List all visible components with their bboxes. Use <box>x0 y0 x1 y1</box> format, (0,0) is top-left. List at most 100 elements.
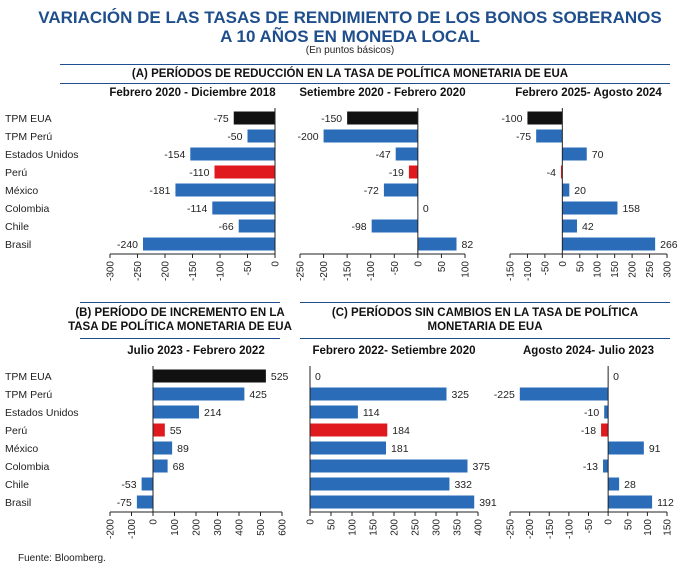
data-label: 325 <box>452 389 470 401</box>
x-tick-label: 350 <box>453 519 464 536</box>
bar <box>608 477 620 491</box>
panel-title-6: Agosto 2024- Julio 2023 <box>523 345 654 357</box>
x-tick-label: 400 <box>474 519 485 536</box>
x-tick-label: 0 <box>413 261 424 267</box>
data-label: 55 <box>170 425 182 437</box>
panel-title-2: Setiembre 2020 - Febrero 2020 <box>299 87 465 99</box>
x-tick-label: -100 <box>564 519 575 539</box>
x-tick-label: -200 <box>161 261 172 281</box>
bar <box>408 165 418 179</box>
section-a-title: (A) PERÍODOS DE REDUCCIÓN EN LA TASA DE … <box>131 68 569 80</box>
data-label: -4 <box>547 167 556 179</box>
bar <box>238 219 275 233</box>
data-label: 89 <box>177 443 189 455</box>
data-label: -114 <box>187 203 207 215</box>
section-a-rule-top <box>60 64 670 65</box>
data-label: -150 <box>321 113 342 125</box>
source-note: Fuente: Bloomberg. <box>18 553 106 564</box>
x-tick-label: -250 <box>506 519 517 539</box>
x-tick-label: 600 <box>278 519 289 536</box>
data-label: 525 <box>271 371 289 383</box>
data-label: -50 <box>227 131 242 143</box>
data-label: 0 <box>613 371 619 383</box>
x-tick-label: 50 <box>327 519 338 531</box>
x-tick-label: 200 <box>192 519 203 536</box>
x-tick-label: 0 <box>271 261 282 267</box>
category-label: TPM Perú <box>5 131 52 143</box>
bar <box>310 423 388 437</box>
category-label: Perú <box>5 425 27 437</box>
bar <box>562 237 656 251</box>
data-label: -200 <box>298 131 319 143</box>
data-label: -181 <box>149 185 170 197</box>
data-label: 112 <box>657 497 674 509</box>
bar <box>153 387 245 401</box>
x-tick-label: -200 <box>319 261 330 281</box>
bar <box>310 405 358 419</box>
x-tick-label: -150 <box>343 261 354 281</box>
bar <box>608 495 653 509</box>
x-tick-label: 100 <box>348 519 359 536</box>
x-tick-label: -100 <box>523 261 534 281</box>
data-label: 68 <box>173 461 185 473</box>
x-tick-label: -50 <box>390 261 401 276</box>
data-label: -98 <box>351 221 366 233</box>
x-tick-label: -250 <box>133 261 144 281</box>
category-label: México <box>5 443 38 455</box>
category-label: Estados Unidos <box>5 149 79 161</box>
bar <box>604 405 609 419</box>
x-tick-label: 400 <box>235 519 246 536</box>
panel-title-5: Febrero 2022- Setiembre 2020 <box>312 345 475 357</box>
x-tick-label: 300 <box>213 519 224 536</box>
x-tick-label: 200 <box>628 261 639 278</box>
bar <box>310 387 447 401</box>
x-tick-label: 150 <box>610 261 621 278</box>
section-b-rule-bottom <box>80 338 280 339</box>
data-label: 114 <box>363 407 380 419</box>
section-c-title-line1: (C) PERÍODOS SIN CAMBIOS EN LA TASA DE P… <box>331 307 639 319</box>
data-label: 214 <box>204 407 222 419</box>
data-label: -53 <box>121 479 136 491</box>
bar <box>383 183 418 197</box>
x-tick-label: -250 <box>296 261 307 281</box>
bar <box>153 459 168 473</box>
category-label: Chile <box>5 221 29 233</box>
bar <box>153 441 173 455</box>
bar <box>141 477 153 491</box>
data-label: -18 <box>581 425 596 437</box>
bar <box>371 219 418 233</box>
x-tick-label: 300 <box>432 519 443 536</box>
x-tick-label: -300 <box>106 261 117 281</box>
x-tick-label: -200 <box>525 519 536 539</box>
section-c-rule-top <box>300 302 670 303</box>
data-label: 0 <box>423 203 429 215</box>
category-label: Colombia <box>5 203 50 215</box>
bar <box>310 495 475 509</box>
x-tick-label: 50 <box>623 519 634 531</box>
data-label: 82 <box>462 239 474 251</box>
bar <box>519 387 609 401</box>
chart-subtitle: (En puntos básicos) <box>305 45 395 56</box>
bar <box>323 129 418 143</box>
data-label: 391 <box>479 497 497 509</box>
x-tick-label: 50 <box>575 261 586 273</box>
bar <box>562 219 577 233</box>
x-tick-label: -150 <box>506 261 517 281</box>
category-label: Perú <box>5 167 27 179</box>
bar <box>560 165 563 179</box>
section-c-title-line2: MONETARIA DE EUA <box>427 321 543 333</box>
bar <box>214 165 275 179</box>
x-tick-label: 250 <box>411 519 422 536</box>
data-label: -225 <box>494 389 515 401</box>
section-b-rule-top <box>80 302 280 303</box>
category-label: Brasil <box>5 239 31 251</box>
data-label: 20 <box>574 185 586 197</box>
data-label: -66 <box>219 221 234 233</box>
data-label: -72 <box>364 185 379 197</box>
x-tick-label: -50 <box>243 261 254 276</box>
chart-title-line1: VARIACIÓN DE LAS TASAS DE RENDIMIENTO DE… <box>38 8 662 27</box>
bar <box>603 459 609 473</box>
category-label: México <box>5 185 38 197</box>
bar <box>212 201 275 215</box>
